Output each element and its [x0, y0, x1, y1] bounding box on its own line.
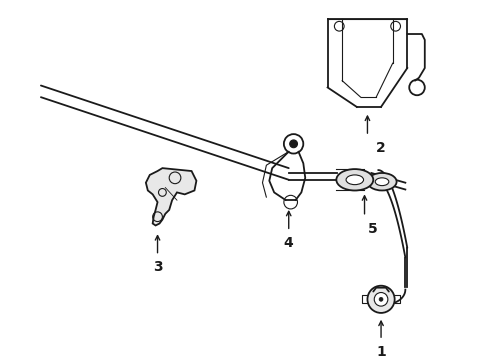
- Ellipse shape: [368, 173, 396, 190]
- Circle shape: [379, 297, 383, 301]
- Circle shape: [290, 140, 297, 148]
- Circle shape: [368, 286, 394, 313]
- Text: 5: 5: [368, 221, 377, 235]
- Ellipse shape: [346, 175, 364, 185]
- Text: 3: 3: [153, 260, 162, 274]
- Ellipse shape: [336, 169, 373, 190]
- Text: 4: 4: [284, 236, 294, 250]
- Text: 1: 1: [376, 345, 386, 359]
- Ellipse shape: [375, 178, 389, 186]
- Text: 2: 2: [376, 141, 386, 155]
- Circle shape: [374, 293, 388, 306]
- Polygon shape: [146, 168, 196, 225]
